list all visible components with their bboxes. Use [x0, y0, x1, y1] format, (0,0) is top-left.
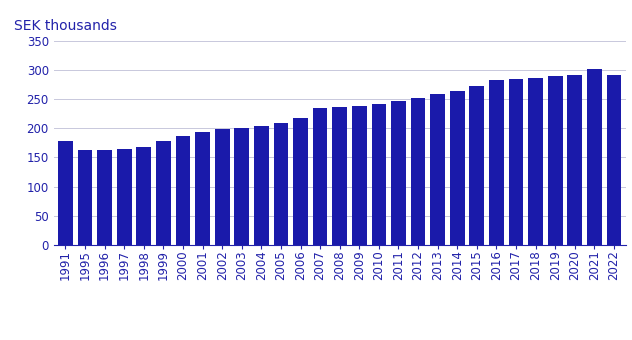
Bar	[293, 118, 308, 245]
Bar	[156, 141, 171, 245]
Bar	[607, 75, 621, 245]
Bar	[195, 132, 210, 245]
Bar	[372, 104, 386, 245]
Bar	[137, 147, 151, 245]
Bar	[254, 126, 269, 245]
Bar	[234, 128, 249, 245]
Bar	[587, 69, 602, 245]
Bar	[509, 79, 523, 245]
Bar	[391, 101, 406, 245]
Bar	[117, 149, 131, 245]
Bar	[274, 123, 288, 245]
Bar	[352, 106, 367, 245]
Bar	[489, 81, 504, 245]
Bar	[430, 94, 445, 245]
Bar	[332, 107, 347, 245]
Bar	[176, 136, 190, 245]
Bar	[568, 75, 582, 245]
Bar	[78, 150, 92, 245]
Bar	[411, 98, 425, 245]
Bar	[548, 76, 562, 245]
Bar	[470, 86, 484, 245]
Bar	[215, 129, 229, 245]
Bar	[97, 150, 112, 245]
Bar	[528, 78, 543, 245]
Text: SEK thousands: SEK thousands	[14, 19, 116, 33]
Bar	[313, 108, 327, 245]
Bar	[450, 91, 465, 245]
Bar	[58, 141, 73, 245]
